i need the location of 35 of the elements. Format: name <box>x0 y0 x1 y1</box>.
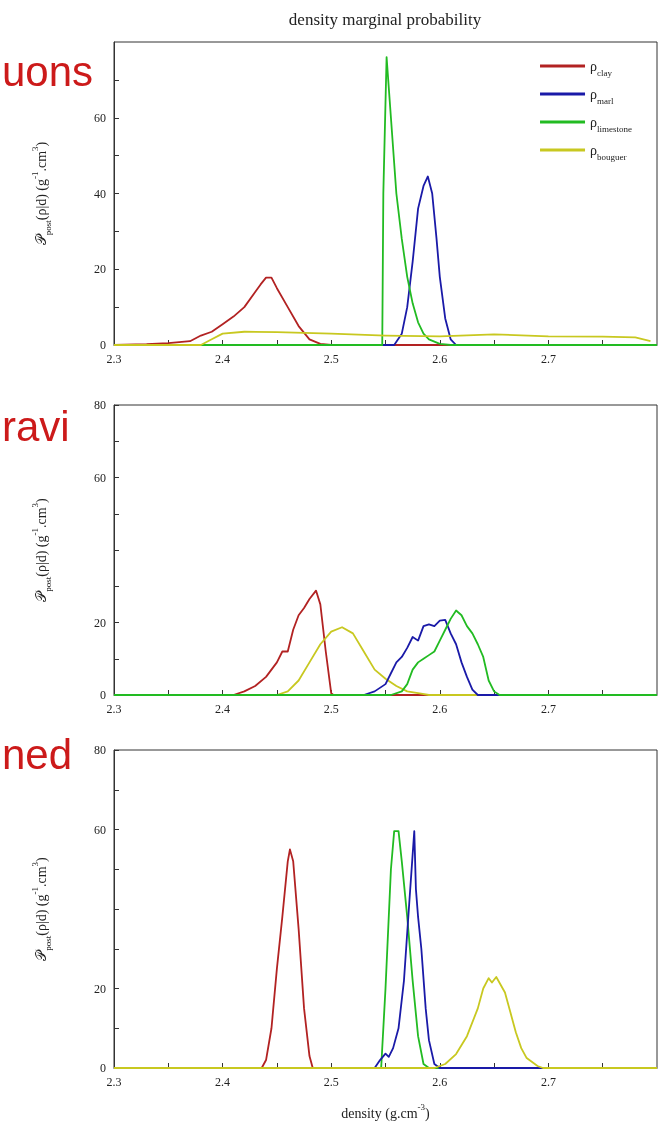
x-tick-label: 2.5 <box>323 1075 339 1089</box>
y-tick-label: 0 <box>100 1061 106 1075</box>
y-tick-label: 80 <box>94 398 106 412</box>
y-tick-label: 40 <box>94 186 106 201</box>
x-tick-label: 2.4 <box>215 1075 231 1089</box>
x-tick-label: 2.6 <box>432 702 448 716</box>
text: uons <box>2 47 94 95</box>
y-axis-title: 𝒫post(ρ|d) (g-1.cm3) <box>29 141 53 246</box>
x-tick-label: 2.3 <box>106 352 122 366</box>
text: ravi <box>2 402 70 450</box>
y-tick-label: 60 <box>94 470 106 485</box>
y-tick-label: 0 <box>100 338 106 352</box>
line-series <box>113 330 652 346</box>
x-tick-label: 2.5 <box>323 352 339 366</box>
x-tick-label: 2.3 <box>106 1075 122 1089</box>
y-tick-label: 20 <box>94 615 106 630</box>
y-axis-title: 𝒫post(ρ|d) (g-1.cm3) <box>29 497 53 602</box>
y-axis-title: 𝒫post(ρ|d) (g-1.cm3) <box>29 856 53 961</box>
text: ned <box>2 730 73 778</box>
y-tick-label: 20 <box>94 262 106 277</box>
x-tick-label: 2.6 <box>432 352 448 366</box>
x-tick-label: 2.3 <box>106 702 122 716</box>
x-tick-label: 2.4 <box>215 702 231 716</box>
y-tick-label: 60 <box>94 822 106 837</box>
chart-title: density marginal probability <box>288 10 482 29</box>
y-tick-label: 80 <box>94 743 106 757</box>
x-tick-label: 2.7 <box>540 702 556 716</box>
y-tick-label: 0 <box>100 688 106 702</box>
x-tick-label: 2.7 <box>540 1075 556 1089</box>
x-tick-label: 2.5 <box>323 702 339 716</box>
y-tick-label: 60 <box>94 110 106 125</box>
x-tick-label: 2.4 <box>215 352 231 366</box>
x-tick-label: 2.6 <box>432 1075 448 1089</box>
y-tick-label: 20 <box>94 981 106 996</box>
x-tick-label: 2.7 <box>540 352 556 366</box>
